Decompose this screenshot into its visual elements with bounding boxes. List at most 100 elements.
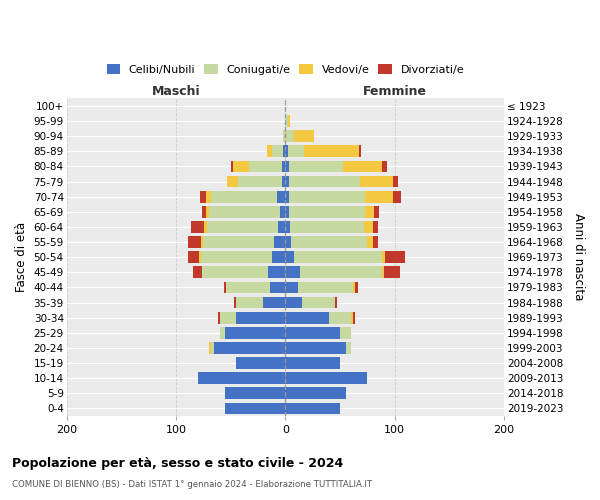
- Bar: [360, 176, 392, 188]
- Bar: [289, 191, 365, 202]
- Bar: [236, 296, 263, 308]
- Bar: [294, 130, 314, 142]
- Bar: [220, 327, 225, 338]
- Bar: [188, 252, 199, 263]
- Legend: Celibi/Nubili, Coniugati/e, Vedovi/e, Divorziati/e: Celibi/Nubili, Coniugati/e, Vedovi/e, Di…: [102, 60, 469, 79]
- Bar: [198, 372, 286, 384]
- Bar: [201, 236, 203, 248]
- Bar: [203, 236, 274, 248]
- Bar: [355, 282, 358, 294]
- Bar: [367, 236, 373, 248]
- Text: Femmine: Femmine: [363, 84, 427, 98]
- Bar: [280, 206, 286, 218]
- Bar: [202, 206, 206, 218]
- Bar: [286, 296, 302, 308]
- Bar: [225, 402, 286, 414]
- Bar: [277, 191, 286, 202]
- Bar: [392, 176, 398, 188]
- Text: Popolazione per età, sesso e stato civile - 2024: Popolazione per età, sesso e stato civil…: [12, 458, 343, 470]
- Bar: [286, 252, 294, 263]
- Bar: [211, 342, 214, 354]
- Bar: [286, 146, 287, 157]
- Bar: [238, 176, 282, 188]
- Bar: [268, 266, 286, 278]
- Bar: [286, 327, 340, 338]
- Bar: [298, 282, 353, 294]
- Bar: [206, 191, 211, 202]
- Bar: [283, 146, 286, 157]
- Bar: [282, 160, 286, 172]
- Bar: [302, 296, 335, 308]
- Bar: [364, 221, 373, 233]
- Bar: [199, 252, 201, 263]
- Bar: [286, 130, 294, 142]
- Bar: [382, 266, 384, 278]
- Bar: [233, 160, 249, 172]
- Bar: [286, 282, 298, 294]
- Bar: [249, 160, 282, 172]
- Bar: [299, 266, 382, 278]
- Bar: [283, 130, 286, 142]
- Bar: [340, 327, 351, 338]
- Bar: [236, 312, 286, 324]
- Bar: [359, 146, 361, 157]
- Bar: [289, 176, 360, 188]
- Bar: [209, 206, 280, 218]
- Bar: [278, 221, 286, 233]
- Bar: [230, 160, 233, 172]
- Bar: [286, 357, 340, 369]
- Bar: [351, 312, 353, 324]
- Bar: [365, 206, 374, 218]
- Bar: [343, 160, 382, 172]
- Bar: [272, 252, 286, 263]
- Bar: [267, 146, 272, 157]
- Bar: [290, 221, 364, 233]
- Bar: [220, 312, 236, 324]
- Bar: [291, 236, 367, 248]
- Bar: [270, 282, 286, 294]
- Bar: [188, 236, 201, 248]
- Bar: [205, 221, 206, 233]
- Bar: [329, 312, 351, 324]
- Bar: [227, 176, 238, 188]
- Bar: [392, 191, 401, 202]
- Bar: [206, 221, 278, 233]
- Bar: [373, 236, 379, 248]
- Bar: [286, 206, 289, 218]
- Bar: [286, 402, 340, 414]
- Bar: [200, 191, 206, 202]
- Bar: [286, 176, 289, 188]
- Bar: [191, 221, 205, 233]
- Bar: [335, 296, 337, 308]
- Bar: [274, 236, 286, 248]
- Bar: [384, 266, 400, 278]
- Bar: [211, 191, 277, 202]
- Bar: [289, 206, 365, 218]
- Bar: [346, 342, 351, 354]
- Text: Maschi: Maschi: [152, 84, 200, 98]
- Bar: [202, 266, 268, 278]
- Bar: [286, 221, 290, 233]
- Bar: [272, 146, 283, 157]
- Bar: [214, 342, 286, 354]
- Bar: [385, 252, 404, 263]
- Bar: [373, 221, 379, 233]
- Bar: [236, 357, 286, 369]
- Bar: [282, 176, 286, 188]
- Bar: [382, 160, 387, 172]
- Bar: [294, 252, 382, 263]
- Bar: [286, 115, 287, 127]
- Bar: [234, 296, 236, 308]
- Bar: [286, 388, 346, 399]
- Bar: [224, 282, 226, 294]
- Bar: [353, 312, 355, 324]
- Bar: [286, 191, 289, 202]
- Bar: [286, 342, 346, 354]
- Bar: [304, 146, 359, 157]
- Bar: [206, 206, 209, 218]
- Bar: [225, 388, 286, 399]
- Bar: [374, 206, 379, 218]
- Text: COMUNE DI BIENNO (BS) - Dati ISTAT 1° gennaio 2024 - Elaborazione TUTTITALIA.IT: COMUNE DI BIENNO (BS) - Dati ISTAT 1° ge…: [12, 480, 372, 489]
- Bar: [287, 115, 290, 127]
- Bar: [286, 160, 289, 172]
